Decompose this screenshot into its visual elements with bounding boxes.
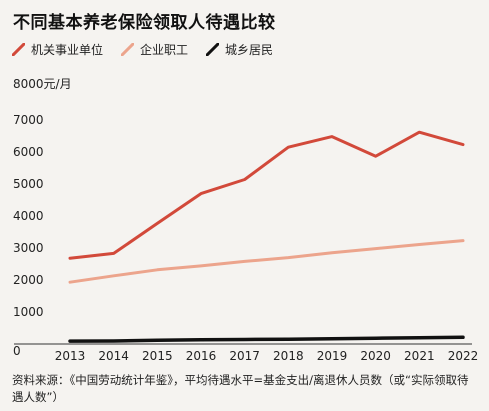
legend-label-enterprise: 企业职工 bbox=[140, 43, 189, 57]
x-tick-label: 2021 bbox=[404, 349, 435, 363]
y-tick-label: 2000 bbox=[13, 273, 44, 287]
legend: 机关事业单位 企业职工 城乡居民 bbox=[12, 41, 273, 58]
x-tick-label: 2022 bbox=[448, 349, 479, 363]
y-axis-unit-label: 8000元/月 bbox=[13, 77, 72, 91]
series-line-0 bbox=[68, 130, 465, 260]
x-tick-label: 2017 bbox=[229, 349, 260, 363]
y-tick-label: 5000 bbox=[13, 177, 44, 191]
legend-swatch-enterprise bbox=[121, 43, 135, 56]
x-tick-label: 2015 bbox=[142, 349, 173, 363]
legend-label-government: 机关事业单位 bbox=[31, 43, 104, 57]
y-tick-label: 1000 bbox=[13, 305, 44, 319]
legend-swatch-government bbox=[12, 43, 25, 56]
source-note: 资料来源：《中国劳动统计年鉴》，平均待遇水平=基金支出/离退休人员数（或“实际领… bbox=[12, 373, 469, 404]
y-tick-label: 3000 bbox=[13, 241, 44, 255]
y-tick-label: 4000 bbox=[13, 209, 44, 223]
legend-item-enterprise: 企业职工 bbox=[121, 41, 188, 58]
series-line-2 bbox=[68, 335, 465, 343]
x-tick-label: 2020 bbox=[360, 349, 391, 363]
x-tick-label: 2013 bbox=[55, 349, 86, 363]
legend-item-urban-rural: 城乡居民 bbox=[206, 41, 273, 58]
x-tick-label: 2016 bbox=[186, 349, 217, 363]
x-tick-label: 2018 bbox=[273, 349, 304, 363]
x-tick-label: 2019 bbox=[317, 349, 348, 363]
y-tick-label: 7000 bbox=[13, 113, 44, 127]
y-tick-label: 0 bbox=[13, 344, 21, 358]
y-tick-label: 6000 bbox=[13, 145, 44, 159]
legend-swatch-urban-rural bbox=[206, 43, 220, 56]
series-line-1 bbox=[68, 239, 465, 284]
chart-title: 不同基本养老保险领取人待遇比较 bbox=[13, 13, 276, 33]
x-tick-label: 2014 bbox=[98, 349, 129, 363]
legend-label-urban-rural: 城乡居民 bbox=[225, 43, 274, 57]
legend-item-government: 机关事业单位 bbox=[12, 41, 103, 58]
